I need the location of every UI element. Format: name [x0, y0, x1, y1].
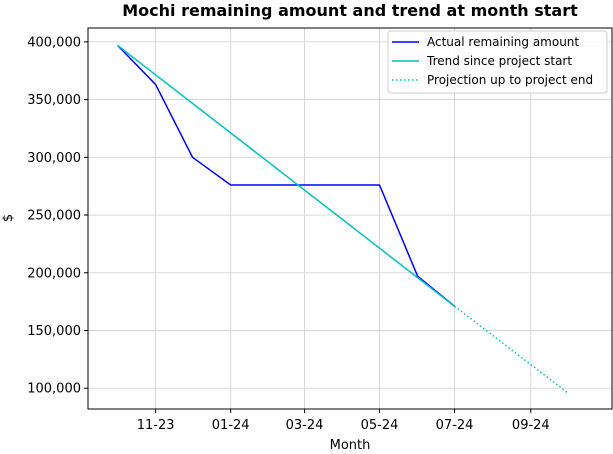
x-tick-label: 11-23	[137, 418, 175, 433]
x-tick-label: 09-24	[512, 418, 550, 433]
y-tick-label: 200,000	[27, 266, 81, 281]
y-tick-label: 350,000	[27, 93, 81, 108]
y-tick-label: 100,000	[27, 382, 81, 397]
y-tick-label: 300,000	[27, 151, 81, 166]
chart-title: Mochi remaining amount and trend at mont…	[122, 1, 578, 20]
x-axis: 11-23 01-24 03-24 05-24 07-24 09-24	[137, 409, 550, 433]
y-tick-label: 150,000	[27, 324, 81, 339]
legend: Actual remaining amount Trend since proje…	[387, 30, 608, 94]
x-tick-label: 03-24	[286, 418, 324, 433]
y-axis: 100,000 150,000 200,000 250,000 300,000 350,0…	[27, 35, 88, 397]
legend-label-3: Projection up to project end	[427, 73, 593, 87]
y-tick-label: 250,000	[27, 209, 81, 224]
plot-frame	[87, 27, 613, 410]
y-axis-label: $	[1, 214, 16, 222]
x-tick-label: 01-24	[212, 418, 250, 433]
legend-label-1: Actual remaining amount	[427, 35, 579, 49]
series-line-3	[454, 305, 569, 394]
x-tick-label: 05-24	[361, 418, 399, 433]
legend-label-2: Trend since project start	[426, 54, 572, 68]
series-line-2	[117, 44, 456, 307]
y-tick-label: 400,000	[27, 35, 81, 50]
series-line-1	[116, 44, 456, 307]
x-tick-label: 07-24	[436, 418, 474, 433]
series-layer	[116, 44, 569, 394]
legend-frame	[387, 30, 608, 94]
x-axis-label: Month	[330, 438, 371, 453]
